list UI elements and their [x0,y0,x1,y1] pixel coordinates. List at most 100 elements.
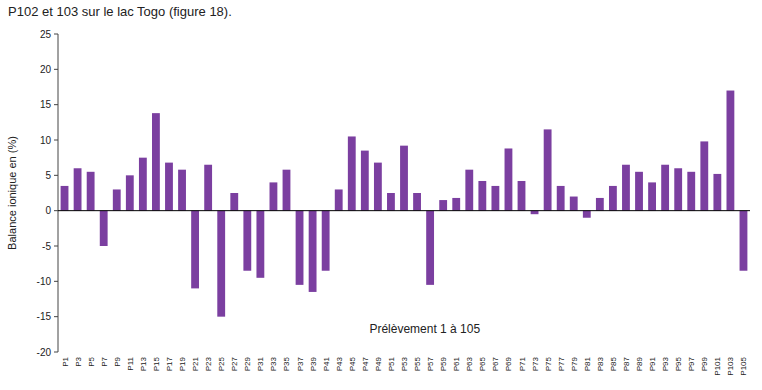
x-tick-label: P105 [739,356,748,375]
x-tick-label: P89 [635,356,644,371]
x-tick-label: P41 [322,356,331,371]
x-tick-label: P9 [113,356,122,366]
bar [661,165,669,211]
x-tick-label: P15 [152,356,161,371]
bar [505,148,513,210]
x-tick-label: P61 [452,356,461,371]
x-tick-label: P47 [361,356,370,371]
bar [113,189,121,210]
chart-container: P102 et 103 sur le lac Togo (figure 18).… [0,0,762,390]
x-tick-label: P95 [674,356,683,371]
bar [139,158,147,211]
x-tick-label: P99 [700,356,709,371]
y-axis-line [58,34,59,352]
bar [100,211,108,246]
bar [61,186,69,211]
bar [87,172,95,211]
y-tick [54,352,58,353]
y-axis-label: Balance ionique en (%) [6,136,18,250]
bar [387,193,395,211]
x-tick-label: P81 [583,356,592,371]
x-tick-label: P73 [531,356,540,371]
bar [204,165,212,211]
y-tick-label: -15 [37,311,52,322]
x-tick-label: P3 [74,356,83,366]
x-tick-label: P51 [387,356,396,371]
x-tick-label: P77 [557,356,566,371]
y-tick [54,246,58,247]
y-tick-label: 10 [40,135,52,146]
bar [309,211,317,292]
bar [491,186,499,211]
y-tick [54,69,58,70]
bar [361,151,369,211]
chart-svg: P102 et 103 sur le lac Togo (figure 18).… [0,0,762,390]
x-tick-label: P49 [374,356,383,371]
y-tick-label: 20 [40,64,52,75]
y-tick-label: 0 [45,205,51,216]
bar [217,211,225,317]
bar [570,197,578,211]
bar [348,136,356,210]
x-tick-label: P75 [544,356,553,371]
bar [635,172,643,211]
x-tick-label: P37 [296,356,305,371]
x-tick-label: P7 [100,356,109,366]
bar [648,182,656,210]
x-tick-label: P27 [230,356,239,371]
x-tick-label: P65 [478,356,487,371]
x-tick-label: P43 [335,356,344,371]
y-tick [54,140,58,141]
x-tick-label: P25 [217,356,226,371]
x-tick-label: P23 [204,356,213,371]
x-tick-label: P13 [139,356,148,371]
x-tick-label: P5 [87,356,96,366]
bar [465,170,473,211]
x-tick-label: P29 [243,356,252,371]
y-tick-label: 25 [40,29,52,40]
x-tick-label: P71 [518,356,527,371]
x-tick-label: P35 [282,356,291,371]
x-tick-label: P33 [269,356,278,371]
bar [557,186,565,211]
x-tick-label: P63 [465,356,474,371]
x-tick-label: P79 [570,356,579,371]
bar [400,146,408,211]
bar [191,211,199,289]
y-tick-label: -20 [37,347,52,358]
bar [609,186,617,211]
x-tick-label: P69 [504,356,513,371]
bar [243,211,251,271]
bar [452,198,460,211]
y-tick [54,104,58,105]
bar [152,113,160,211]
bar [622,165,630,211]
x-tick-label: P93 [661,356,670,371]
y-tick [54,175,58,176]
y-tick [54,316,58,317]
zero-line [58,210,750,211]
bar [335,189,343,210]
bar [126,175,134,210]
bar [583,211,591,218]
y-tick [54,34,58,35]
bar [700,141,708,210]
x-tick-label: P101 [713,356,722,375]
y-tick [54,210,58,211]
annotation: Prélèvement 1 à 105 [369,322,480,336]
x-tick-label: P31 [256,356,265,371]
bar [596,198,604,211]
x-tick-label: P59 [439,356,448,371]
x-tick-label: P17 [165,356,174,371]
bar [478,181,486,211]
y-tick-label: -10 [37,276,52,287]
bar [518,181,526,211]
bar [374,163,382,211]
bar [740,211,748,271]
bar [439,200,447,211]
x-tick-label: P83 [596,356,605,371]
bar [726,91,734,211]
bar [178,170,186,211]
x-tick-label: P67 [491,356,500,371]
x-tick-label: P1 [61,356,70,366]
